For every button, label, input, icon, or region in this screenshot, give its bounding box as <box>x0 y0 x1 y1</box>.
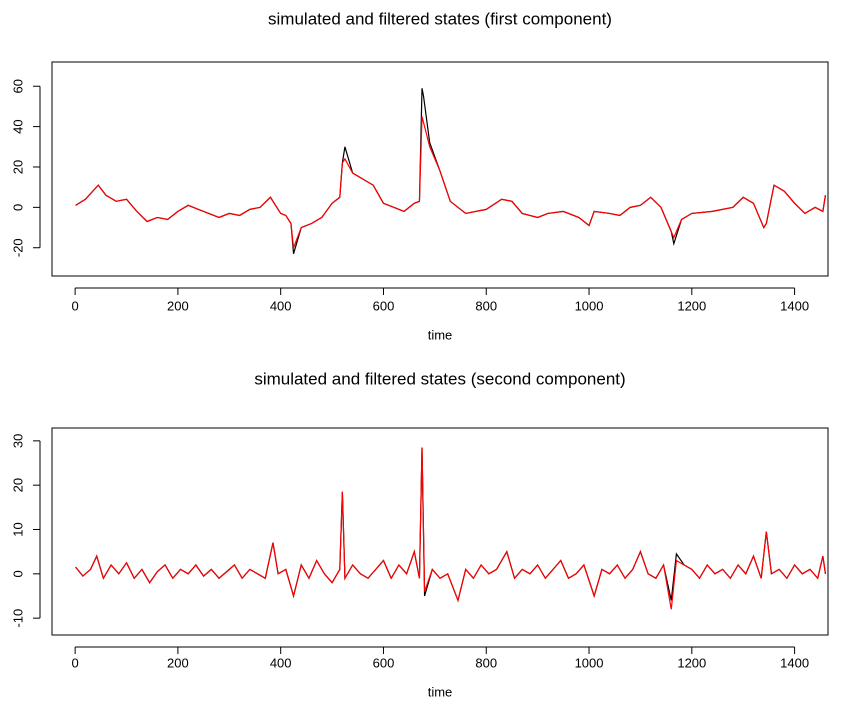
series-line <box>75 88 827 254</box>
y-tick-label: 10 <box>10 522 25 536</box>
chart-title: simulated and filtered states (first com… <box>268 9 612 28</box>
x-tick-label: 1000 <box>575 298 604 313</box>
plot-frame <box>51 61 829 277</box>
x-tick-label: 1400 <box>780 655 809 670</box>
y-tick-label: -20 <box>10 238 25 257</box>
x-tick-label: 400 <box>270 655 292 670</box>
plot-frame <box>51 427 829 636</box>
y-tick-label: 0 <box>10 204 25 211</box>
x-tick-label: 1400 <box>780 298 809 313</box>
y-tick-label: 60 <box>10 79 25 93</box>
x-tick-label: 1000 <box>575 655 604 670</box>
x-tick-label: 800 <box>475 655 497 670</box>
x-tick-label: 200 <box>167 298 189 313</box>
x-tick-label: 600 <box>373 298 395 313</box>
y-tick-label: 20 <box>10 160 25 174</box>
x-tick-label: 1200 <box>677 655 706 670</box>
y-tick-label: 0 <box>10 570 25 577</box>
series-line <box>75 447 827 610</box>
y-tick-label: 30 <box>10 434 25 448</box>
x-tick-label: 200 <box>167 655 189 670</box>
x-tick-label: 1200 <box>677 298 706 313</box>
x-axis-label: time <box>428 684 453 699</box>
x-tick-label: 800 <box>475 298 497 313</box>
y-tick-label: -10 <box>10 609 25 628</box>
x-axis-label: time <box>428 327 453 342</box>
x-tick-label: 0 <box>72 298 79 313</box>
x-tick-label: 0 <box>72 655 79 670</box>
chart-title: simulated and filtered states (second co… <box>254 369 625 388</box>
x-tick-label: 400 <box>270 298 292 313</box>
series-line <box>75 447 827 603</box>
series-line <box>75 116 827 248</box>
y-tick-label: 20 <box>10 478 25 492</box>
y-tick-label: 40 <box>10 119 25 133</box>
x-tick-label: 600 <box>373 655 395 670</box>
